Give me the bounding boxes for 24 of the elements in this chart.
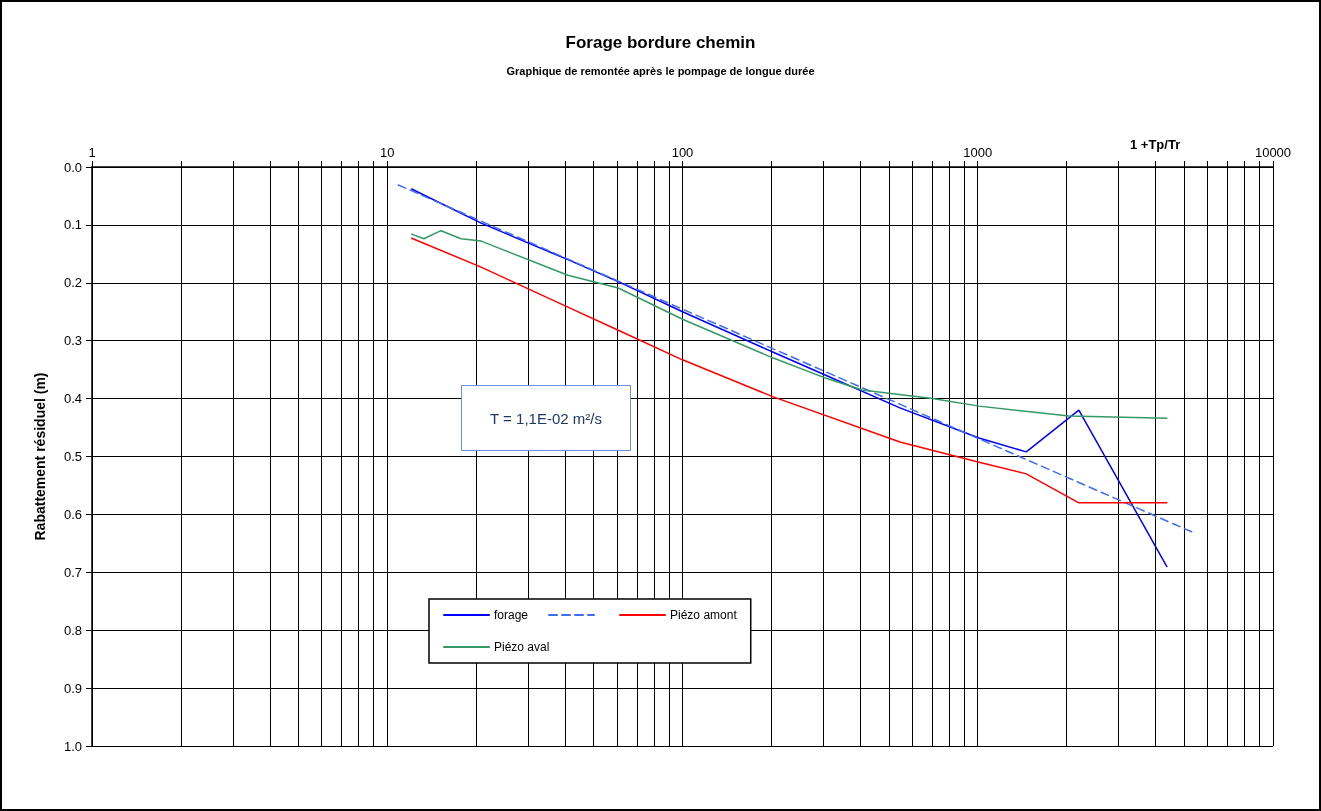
y-tick-label: 0.8 — [63, 622, 82, 638]
legend-label: Piézo aval — [494, 640, 550, 654]
legend-label: forage — [494, 608, 529, 622]
legend-label: Piézo amont — [670, 608, 738, 622]
y-tick-label: 1.0 — [63, 738, 82, 754]
y-tick-label: 0.3 — [63, 333, 82, 349]
y-tick-label: 0.1 — [63, 217, 82, 233]
y-tick-label: 0.5 — [63, 449, 82, 464]
x-axis-title: 1 +Tp/Tr — [1130, 137, 1181, 152]
x-tick-label: 10000 — [1254, 145, 1292, 160]
x-tick-label: 1000 — [963, 145, 993, 160]
chart-title: Forage bordure chemin — [565, 33, 756, 52]
y-tick-label: 0.4 — [63, 391, 82, 407]
x-tick-label: 100 — [671, 145, 694, 160]
y-tick-label: 0.9 — [63, 680, 82, 696]
x-tick-label: 10 — [380, 145, 395, 160]
y-tick-label: 0.6 — [63, 506, 82, 522]
y-axis-title: Rabattement résiduel (m) — [32, 372, 48, 541]
chart-subtitle: Graphique de remontée après le pompage de longue durée — [506, 64, 815, 77]
note-box: T = 1,1E-02 m²/s — [461, 385, 631, 451]
y-tick-label: 0.0 — [63, 159, 82, 175]
y-tick-label: 0.7 — [63, 564, 82, 580]
y-tick-label: 0.2 — [63, 275, 82, 291]
x-tick-label: 1 — [88, 145, 96, 160]
